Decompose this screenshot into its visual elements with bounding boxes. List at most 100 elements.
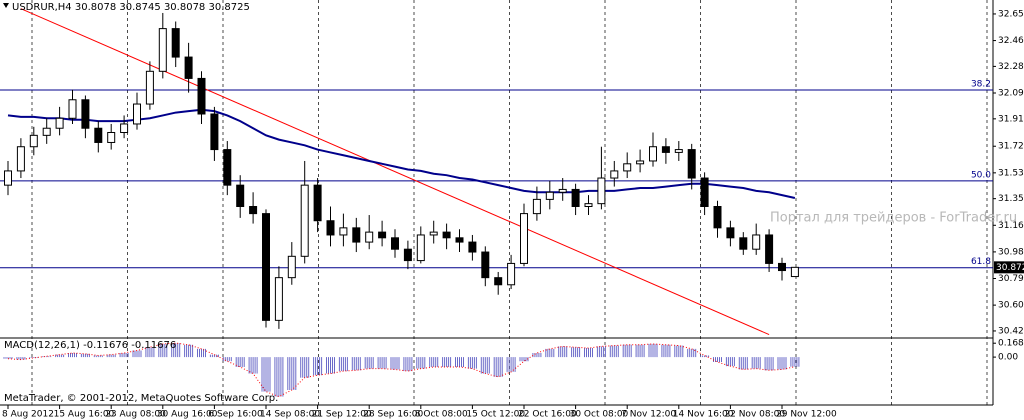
- candle-body: [107, 131, 116, 143]
- candle-body: [558, 188, 567, 193]
- y-tick-label: 31.5365: [998, 168, 1024, 178]
- last-low: 30.8078: [164, 2, 205, 13]
- macd-title: MACD(12,26,1): [4, 340, 80, 351]
- last-close: 30.8725: [208, 2, 249, 13]
- candle-body: [300, 184, 309, 257]
- y-tick-label: 32.6530: [998, 9, 1024, 19]
- candle-body: [713, 206, 722, 229]
- candle-body: [468, 241, 477, 253]
- candle-body: [81, 99, 90, 129]
- y-tick-label: 30.4255: [998, 326, 1024, 336]
- candle-body: [365, 231, 374, 243]
- last-open: 30.8078: [75, 2, 116, 13]
- candle-body: [378, 231, 387, 239]
- candle-body: [429, 231, 438, 236]
- candle-body: [287, 255, 296, 279]
- symbol-icon: [3, 3, 9, 8]
- candle-body: [739, 237, 748, 250]
- x-tick-label: 22 Nov 08:00: [724, 410, 785, 420]
- candle-body: [94, 127, 103, 143]
- candle-body: [726, 227, 735, 239]
- last-high: 30.8745: [119, 2, 160, 13]
- y-tick-label: 32.0975: [998, 89, 1024, 99]
- y-tick-label: 32.2845: [998, 62, 1024, 72]
- x-tick-label: 14 Sep 08:00: [260, 410, 320, 420]
- x-tick-label: 21 Sep 12:00: [312, 410, 372, 420]
- candle-body: [68, 99, 77, 119]
- candle-body: [42, 127, 51, 136]
- candle-body: [687, 149, 696, 179]
- candle-body: [145, 70, 154, 105]
- copyright: MetaTrader, © 2001-2012, MetaQuotes Soft…: [4, 393, 278, 404]
- x-tick-label: 29 Nov 12:00: [776, 410, 837, 420]
- candle-body: [197, 77, 206, 115]
- price-tag-label: 30.8725: [996, 263, 1024, 273]
- candle-body: [649, 146, 657, 162]
- macd-y-tick-label: 0.1689: [998, 339, 1024, 349]
- candle-body: [236, 184, 245, 208]
- candle-body: [571, 188, 580, 208]
- candle-body: [778, 262, 786, 272]
- candle-body: [700, 177, 709, 208]
- candle-body: [120, 123, 129, 133]
- candle-body: [532, 198, 541, 215]
- candle-body: [352, 227, 361, 243]
- y-tick-label: 31.9160: [998, 114, 1024, 124]
- candle-body: [765, 234, 774, 264]
- candle-body: [326, 220, 335, 236]
- x-tick-label: 6 Sep 16:00: [208, 410, 263, 420]
- candle-body: [29, 134, 38, 148]
- level-label: 38.2: [971, 79, 991, 89]
- candle-body: [55, 117, 64, 129]
- level-label: 61.8: [971, 257, 991, 267]
- x-tick-label: 15 Oct 12:00: [466, 410, 525, 420]
- x-tick-label: 30 Aug 16:00: [157, 410, 218, 420]
- y-tick-label: 31.3550: [998, 194, 1024, 204]
- watermark: Портал для трейдеров - ForTrader.ru: [770, 211, 1017, 226]
- candle-body: [442, 231, 451, 239]
- candle-body: [481, 251, 490, 279]
- candle-body: [636, 160, 645, 165]
- candle-body: [455, 237, 464, 243]
- candle-body: [158, 28, 167, 72]
- candle-body: [391, 237, 399, 250]
- chart-header: USDRUR,H4 30.8078 30.8745 30.8078 30.872…: [12, 2, 250, 13]
- x-tick-label: 22 Oct 16:00: [518, 410, 577, 420]
- candle-body: [610, 170, 619, 179]
- candle-body: [171, 28, 180, 58]
- candle-body: [249, 206, 258, 215]
- candle-body: [274, 277, 283, 321]
- y-tick-label: 30.9810: [998, 247, 1024, 257]
- candle-body: [494, 277, 503, 286]
- candle-body: [661, 146, 670, 153]
- candle-body: [210, 113, 219, 151]
- x-tick-label: 8 Oct 08:00: [415, 410, 468, 420]
- candle-body: [223, 149, 232, 186]
- candle-body: [520, 213, 528, 264]
- price-tag: [994, 261, 1024, 274]
- x-tick-label: 14 Nov 16:00: [673, 410, 734, 420]
- candle-body: [133, 103, 141, 125]
- candle-body: [752, 234, 761, 250]
- candle-body: [184, 56, 193, 79]
- candle-body: [262, 213, 270, 321]
- macd-value: -0.11676: [83, 340, 128, 351]
- candle-body: [403, 248, 412, 262]
- x-tick-label: 28 Sep 16:00: [363, 410, 423, 420]
- x-tick-label: 7 Nov 12:00: [621, 410, 676, 420]
- macd-signal: [7, 342, 796, 398]
- symbol: USDRUR,H4: [12, 2, 72, 13]
- candle-body: [16, 146, 25, 172]
- trend-line: [20, 8, 770, 336]
- candle-body: [584, 203, 593, 208]
- candle-body: [313, 184, 322, 222]
- y-tick-label: 32.4660: [998, 36, 1024, 46]
- macd-header: MACD(12,26,1) -0.11676 -0.11676: [4, 340, 176, 351]
- level-label: 50.0: [971, 170, 991, 180]
- candle-body: [597, 177, 606, 205]
- candle-body: [507, 262, 516, 286]
